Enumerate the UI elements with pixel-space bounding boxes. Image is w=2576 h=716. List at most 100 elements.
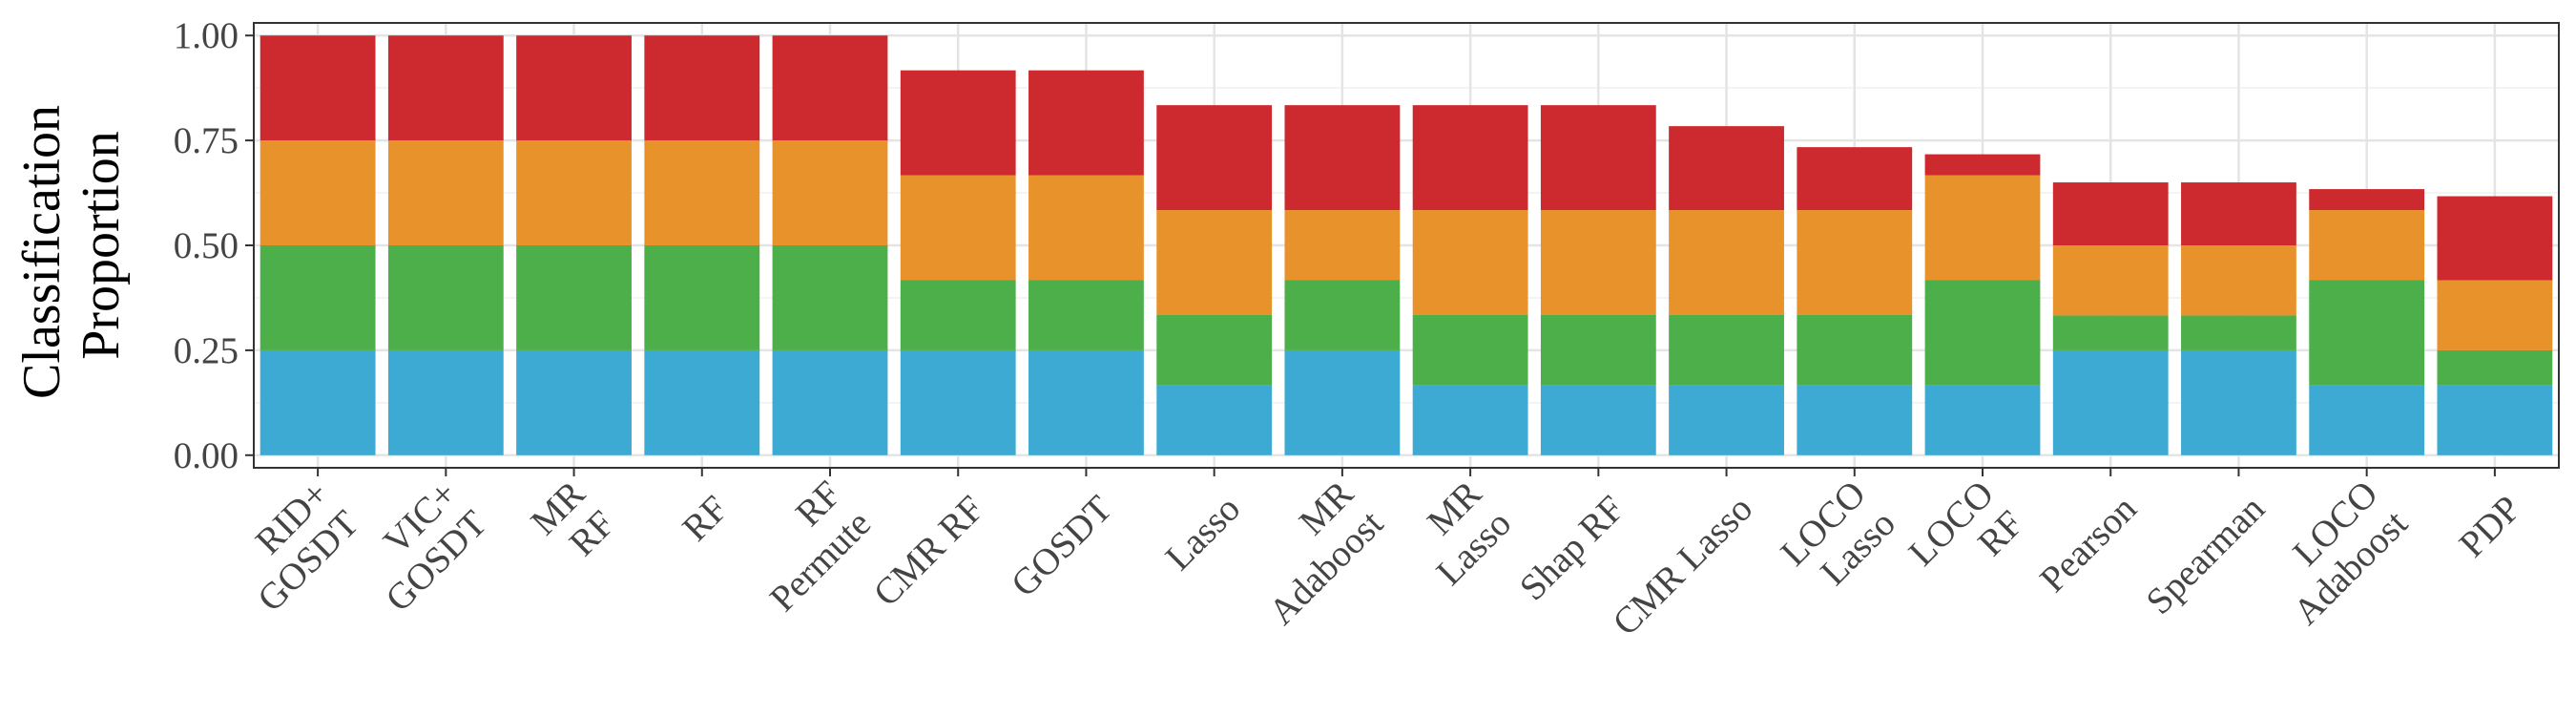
bar-segment-4 [900, 70, 1016, 176]
bar-segment-2 [2181, 315, 2296, 350]
x-tick-label-line: GOSDT [1004, 488, 1120, 604]
bar-segment-2 [772, 245, 888, 350]
x-tick-label: CMR RF [865, 488, 991, 614]
bar-segment-1 [387, 349, 504, 455]
bar-segment-2 [260, 245, 376, 350]
bar-segment-3 [1540, 210, 1656, 315]
bar-segment-4 [1924, 154, 2041, 176]
x-tick-label: Spearman [2138, 488, 2273, 622]
x-tick-label: LOCORF [1901, 474, 2032, 604]
bar-segment-3 [1412, 210, 1528, 315]
bar-segment-3 [2309, 210, 2425, 281]
bar-segment-1 [2309, 385, 2425, 455]
bar-segment-4 [2181, 182, 2296, 245]
bar-segment-4 [1412, 105, 1528, 211]
bar-segment-3 [516, 140, 632, 245]
x-tick-label-line: CMR Lasso [1605, 488, 1760, 643]
bar-segment-3 [260, 140, 376, 245]
bar-segment-4 [772, 35, 888, 141]
x-tick-label: MRRF [523, 474, 622, 573]
bar-segment-2 [387, 245, 504, 350]
bar-segment-3 [1797, 210, 1913, 315]
bar-segment-1 [2181, 349, 2296, 455]
bar-segment-2 [644, 245, 760, 350]
bar-segment-4 [1797, 147, 1913, 211]
bar-segment-2 [516, 245, 632, 350]
bar-segment-3 [772, 140, 888, 245]
x-tick-label: CMR Lasso [1605, 488, 1760, 643]
bar-segment-4 [1028, 70, 1144, 176]
bar-segment-3 [1284, 210, 1401, 281]
y-axis: 0.00 0.25 0.50 0.75 1.00 [174, 15, 254, 476]
bar-segment-1 [260, 349, 376, 455]
bar-segment-2 [900, 280, 1016, 350]
bar-segment-4 [2052, 182, 2169, 245]
bar-segment-1 [2437, 385, 2553, 455]
bar-segment-4 [1156, 105, 1273, 211]
bar-segment-4 [2437, 196, 2553, 281]
bar-segment-1 [1156, 385, 1273, 455]
bar-segment-3 [1669, 210, 1784, 315]
y-tick-label: 0.50 [174, 225, 239, 266]
bar-segment-2 [1924, 280, 2041, 386]
bar-segment-3 [2181, 245, 2296, 316]
x-tick-label: RFPermute [733, 474, 879, 620]
bar-segment-1 [1797, 385, 1913, 455]
bar-segment-2 [2052, 315, 2169, 350]
bar-segment-2 [1412, 314, 1528, 386]
x-tick-label: RF [675, 488, 736, 549]
bar-segment-1 [1540, 385, 1656, 455]
bar-segment-4 [1540, 105, 1656, 211]
x-tick-label-line: Spearman [2138, 488, 2273, 622]
bar-segment-3 [2437, 280, 2553, 350]
bar-segment-3 [2052, 245, 2169, 316]
bar-segment-4 [2309, 189, 2425, 211]
bar-segment-1 [1284, 349, 1401, 455]
bar-segment-1 [1028, 349, 1144, 455]
y-tick-label: 0.25 [174, 330, 239, 371]
bar-segment-3 [1028, 175, 1144, 281]
y-tick-label: 1.00 [174, 15, 239, 56]
bar-segment-2 [1797, 314, 1913, 386]
x-tick-label-line: Lasso [1157, 488, 1248, 579]
x-tick-label: Lasso [1157, 488, 1248, 579]
x-tick-label: Pearson [2032, 488, 2145, 600]
bar-segment-2 [1284, 280, 1401, 350]
x-tick-label: LOCOAdaboost [2256, 473, 2416, 632]
x-tick-label: VIC+GOSDT [348, 473, 495, 620]
bar-segment-2 [2437, 349, 2553, 386]
x-tick-label-line: PDP [2451, 488, 2528, 565]
y-axis-title: Classification Proportion [12, 92, 131, 399]
bar-segment-1 [644, 349, 760, 455]
bar-segment-4 [387, 35, 504, 141]
x-tick-label-line: CMR RF [865, 488, 991, 614]
bar-segment-4 [1669, 126, 1784, 211]
x-tick-label-line: Shap RF [1512, 488, 1632, 608]
bar-segment-1 [2052, 349, 2169, 455]
bar-segment-1 [1669, 385, 1784, 455]
bar-segment-1 [900, 349, 1016, 455]
bar-segment-3 [1156, 210, 1273, 315]
bar-segment-4 [260, 35, 376, 141]
bar-segment-2 [2309, 280, 2425, 386]
bar-segment-1 [516, 349, 632, 455]
bar-segment-3 [1924, 175, 2041, 281]
bar-segment-2 [1540, 314, 1656, 386]
bar-segment-1 [772, 349, 888, 455]
bar-segment-2 [1669, 314, 1784, 386]
bar-segment-2 [1156, 314, 1273, 386]
x-tick-label-line: Pearson [2032, 488, 2145, 600]
y-tick-label: 0.75 [174, 120, 239, 161]
x-tick-label: MRLasso [1399, 474, 1519, 594]
bar-segment-4 [1284, 105, 1401, 211]
bars-group [260, 35, 2553, 455]
x-tick-label: MRAdaboost [1232, 473, 1391, 632]
bar-segment-3 [387, 140, 504, 245]
y-axis-title-line-2: Proportion [72, 131, 131, 360]
y-tick-label: 0.00 [174, 435, 239, 476]
x-tick-label: LOCOLasso [1773, 474, 1903, 604]
x-tick-label: RID+GOSDT [220, 473, 367, 620]
x-tick-label: Shap RF [1512, 488, 1632, 608]
